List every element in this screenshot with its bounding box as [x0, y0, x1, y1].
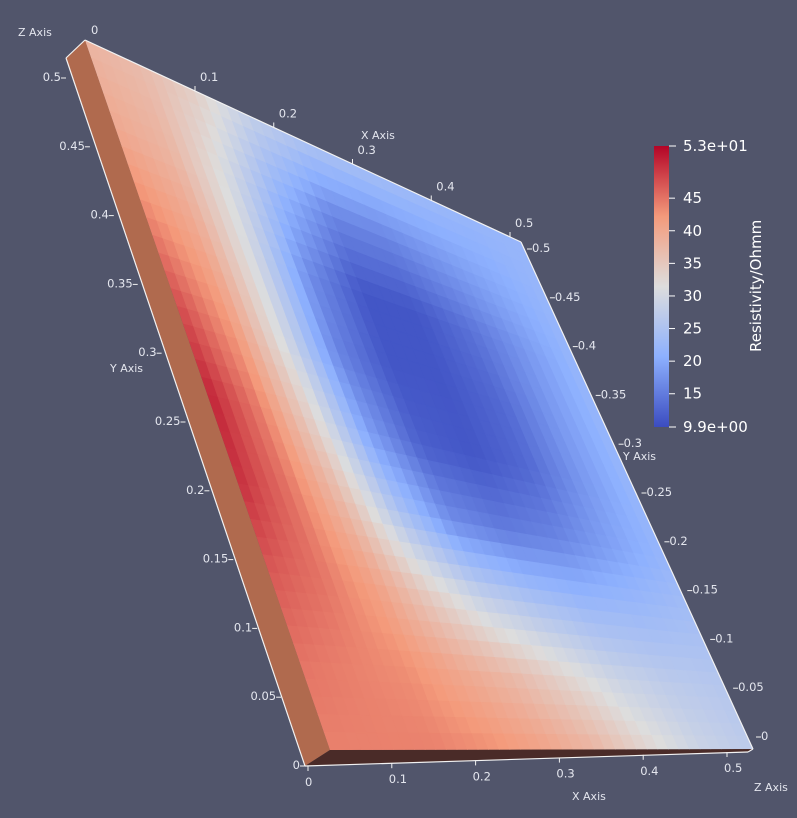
edge-left-y	[65, 57, 306, 767]
x-axis-far-tick-label: 0.4	[436, 180, 454, 194]
y-axis-left-tick-label: 0.45	[59, 139, 85, 153]
colorbar-tick-label: 20	[683, 352, 702, 370]
x-axis-near-tick-label: 0.1	[389, 772, 407, 786]
x-axis-near-tick-label: 0.2	[473, 769, 491, 783]
y-axis-right-tick-label: 0.3	[624, 436, 642, 450]
y-axis-left-tick-label: 0.35	[107, 276, 133, 290]
surface-cell	[333, 731, 352, 750]
y-axis-left-tick-label: 0.05	[250, 689, 276, 703]
colorbar-title: Resistivity/Ohmm	[747, 220, 765, 352]
y-axis-right-tick-label: 0.2	[669, 534, 687, 548]
y-axis-left-tick-label: 0.2	[186, 483, 204, 497]
y-axis-left-tick-label: 0.15	[203, 552, 229, 566]
x-axis-near-tick-label: 0	[305, 775, 312, 789]
colorbar: 5.3e+01 9.9e+00 45 40 35 30 25 20 15 Resistivi…	[654, 137, 765, 436]
colorbar-tick-label: 30	[683, 287, 702, 305]
y-axis-left-tick-label: 0.5	[43, 70, 61, 84]
y-axis-title-left: Y Axis	[109, 362, 143, 375]
x-axis-far-ticks: 0.1 0.2 0.3 0.4 0.5	[194, 70, 533, 237]
y-axis-right-tick-label: 0.35	[601, 387, 627, 401]
x-axis-near-tick-label: 0.4	[640, 764, 658, 778]
colorbar-ticks: 45 40 35 30 25 20 15	[669, 189, 702, 403]
y-axis-left-tick-label: 0.3	[138, 345, 156, 359]
colorbar-min-label: 9.9e+00	[683, 418, 748, 436]
x-axis-title-far: X Axis	[361, 129, 395, 142]
slab-side-faces	[66, 40, 753, 766]
colorbar-tick-label: 45	[683, 189, 702, 207]
x-axis-near-tick-label: 0.3	[556, 767, 574, 781]
x-axis-far-tick-label: 0.2	[279, 107, 297, 121]
x-axis-far-tick-label: 0.3	[358, 143, 376, 157]
y-axis-left-tick-label: 0.25	[155, 414, 181, 428]
edge-near-x	[304, 751, 749, 767]
y-axis-right-tick-label: 0	[761, 729, 768, 743]
y-axis-right-tick-label: 0.15	[692, 583, 718, 597]
edge-right-y	[520, 241, 754, 750]
y-axis-right-tick-label: 0.4	[578, 339, 596, 353]
edge-far-x	[84, 39, 522, 243]
x-axis-near-tick-label: 0.5	[724, 761, 742, 775]
slab-front-face	[305, 749, 753, 766]
colorbar-tick-label: 35	[683, 254, 702, 272]
x-axis-near-ticks: 0 0.1 0.2 0.3 0.4 0.5	[305, 752, 742, 789]
surface-cell	[323, 731, 342, 750]
y-axis-right-tick-label: 0.25	[647, 485, 673, 499]
y-axis-right-tick-label: 0.05	[738, 680, 764, 694]
y-axis-right-ticks: 0 0.05 0.1 0.15 0.2 0.25 0.3 0.35 0.4 0.45 0.5	[527, 241, 768, 743]
colorbar-tick-label: 15	[683, 385, 702, 403]
resistivity-surface	[85, 40, 753, 750]
x-axis-title-near: X Axis	[572, 790, 606, 803]
z-axis-title-top: Z Axis	[18, 26, 52, 39]
colorbar-max-label: 5.3e+01	[683, 137, 748, 155]
y-axis-title-right: Y Axis	[622, 450, 656, 463]
z-axis-top-tick: 0	[91, 23, 98, 37]
z-axis-title-bottom: Z Axis	[754, 781, 788, 794]
y-axis-left-tick-label: 0.4	[91, 208, 109, 222]
colorbar-bar	[654, 146, 669, 427]
bounding-box-edges	[65, 39, 754, 767]
edge-z-top	[65, 39, 86, 59]
surface-cell	[735, 735, 753, 750]
colorbar-tick-label: 25	[683, 320, 702, 338]
y-axis-left-ticks: 0 0.05 0.1 0.15 0.2 0.25 0.3 0.35 0.4 0.45 0.5	[43, 70, 305, 772]
x-axis-far-tick-label: 0.1	[200, 70, 218, 84]
slab-left-face	[66, 40, 330, 766]
y-axis-right-tick-label: 0.45	[555, 290, 581, 304]
edge-z-bottom	[747, 748, 754, 753]
y-axis-left-tick-label: 0	[293, 758, 300, 772]
y-axis-right-tick-label: 0.1	[715, 631, 733, 645]
y-axis-right-tick-label: 0.5	[532, 241, 550, 255]
x-axis-far-tick-label: 0.5	[515, 216, 533, 230]
y-axis-left-tick-label: 0.1	[234, 620, 252, 634]
colorbar-tick-label: 40	[683, 222, 702, 240]
